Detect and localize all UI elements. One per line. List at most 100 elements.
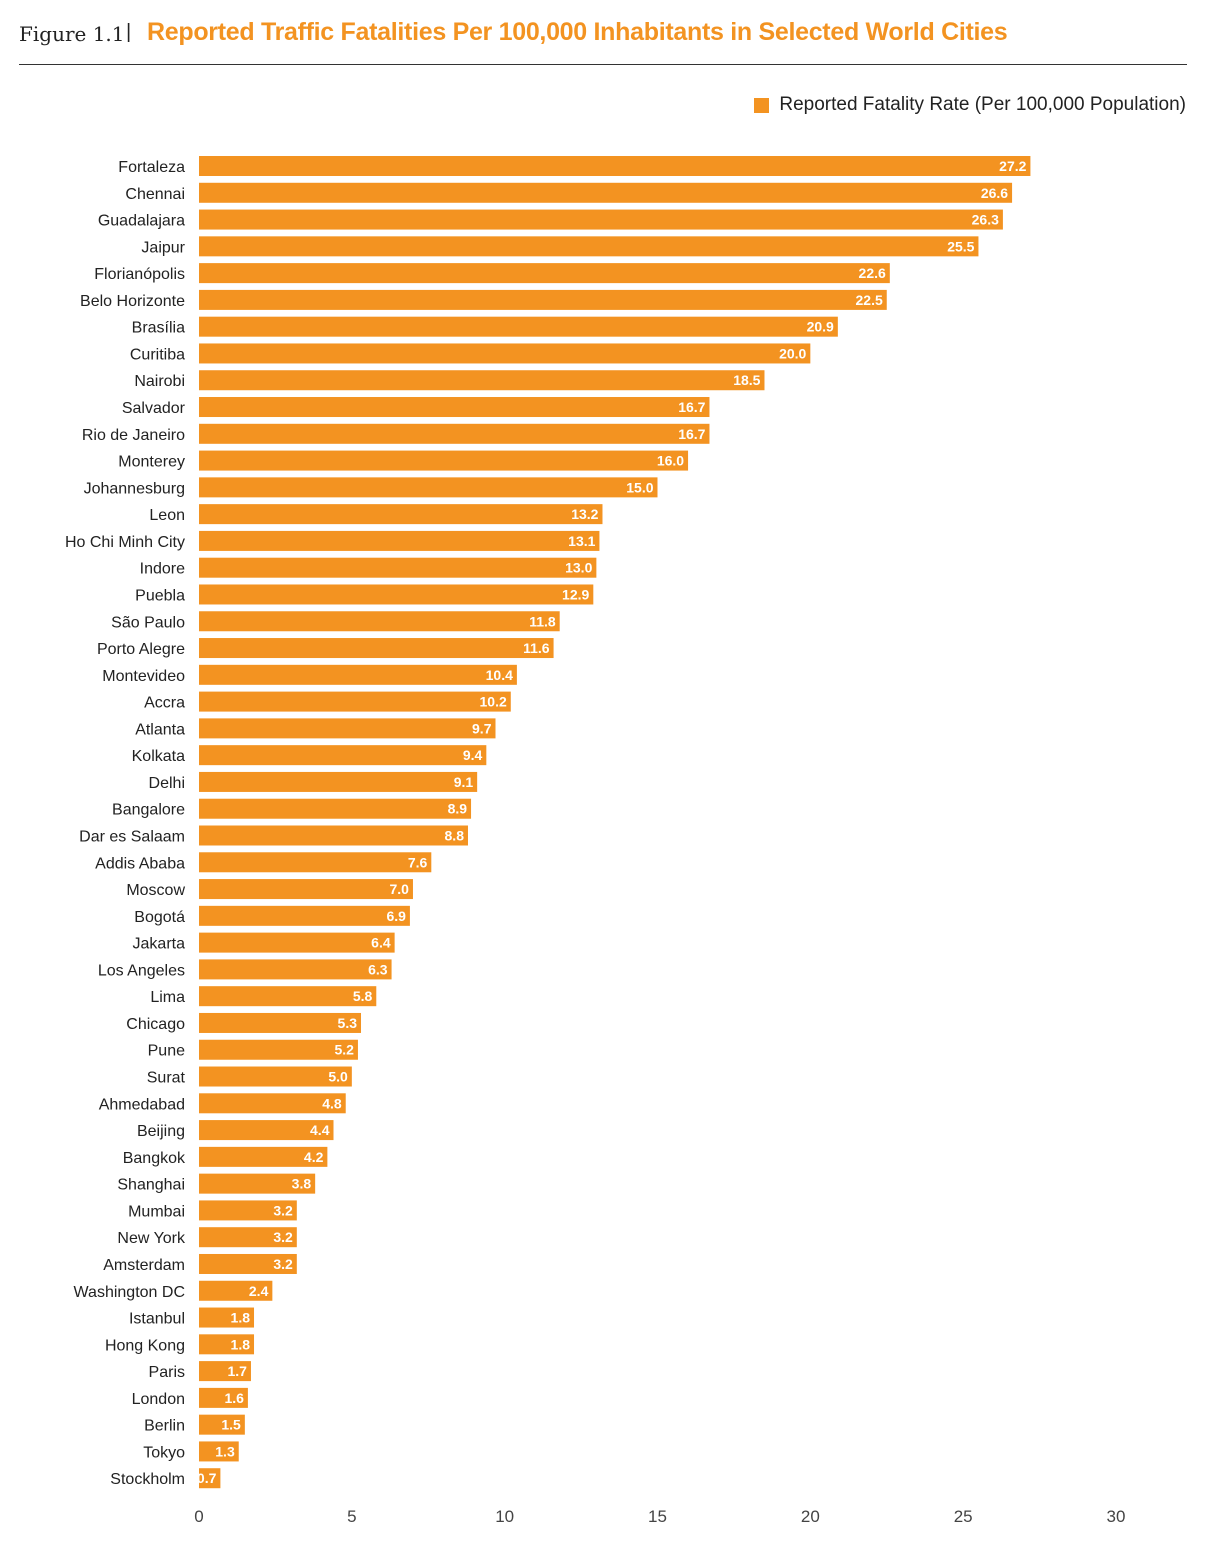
figure-separator: | bbox=[126, 21, 132, 43]
category-label: Chicago bbox=[126, 1016, 185, 1033]
data-label: 8.9 bbox=[448, 801, 468, 817]
data-label: 22.6 bbox=[859, 265, 886, 281]
category-label: Lima bbox=[150, 989, 185, 1006]
bar bbox=[199, 1361, 251, 1382]
data-label: 8.8 bbox=[445, 828, 465, 844]
x-tick-label: 10 bbox=[495, 1507, 514, 1526]
data-label: 20.9 bbox=[807, 319, 834, 335]
data-label: 3.2 bbox=[273, 1256, 293, 1272]
bar bbox=[199, 986, 377, 1007]
category-label: Surat bbox=[147, 1070, 186, 1087]
bar bbox=[199, 1387, 248, 1408]
bar bbox=[199, 530, 600, 551]
data-label: 3.2 bbox=[273, 1229, 293, 1245]
bar bbox=[199, 397, 710, 418]
data-label: 4.2 bbox=[304, 1149, 324, 1165]
category-label: Chennai bbox=[125, 186, 185, 203]
category-label: Shanghai bbox=[117, 1177, 185, 1194]
data-label: 25.5 bbox=[947, 238, 974, 254]
category-label: Johannesburg bbox=[84, 480, 185, 497]
category-label: New York bbox=[117, 1230, 186, 1247]
data-label: 12.9 bbox=[562, 586, 589, 602]
category-label: Monterey bbox=[118, 454, 185, 471]
data-label: 0.7 bbox=[197, 1470, 217, 1486]
figure-label: Figure 1.1 bbox=[19, 22, 125, 46]
chart-title: Reported Traffic Fatalities Per 100,000 … bbox=[147, 18, 1008, 46]
data-label: 16.7 bbox=[678, 426, 705, 442]
data-label: 18.5 bbox=[733, 372, 760, 388]
category-label: Washington DC bbox=[74, 1284, 185, 1301]
bar bbox=[199, 1280, 273, 1301]
category-label: Berlin bbox=[144, 1418, 185, 1435]
bar bbox=[199, 771, 478, 792]
bar bbox=[199, 236, 979, 257]
bar bbox=[199, 1173, 316, 1194]
bar bbox=[199, 1039, 358, 1060]
bar bbox=[199, 504, 603, 525]
bar bbox=[199, 1146, 328, 1167]
category-label: Porto Alegre bbox=[97, 641, 185, 658]
bar bbox=[199, 1334, 255, 1355]
bar bbox=[199, 691, 511, 712]
x-tick-label: 20 bbox=[801, 1507, 820, 1526]
x-tick-label: 0 bbox=[194, 1507, 203, 1526]
bar bbox=[199, 825, 468, 846]
legend-swatch bbox=[754, 97, 770, 113]
bar bbox=[199, 1012, 362, 1033]
bar bbox=[199, 584, 594, 605]
x-tick-label: 25 bbox=[954, 1507, 973, 1526]
data-label: 26.6 bbox=[981, 185, 1008, 201]
data-label: 27.2 bbox=[999, 158, 1026, 174]
bar bbox=[199, 1414, 245, 1435]
category-label: Jakarta bbox=[133, 936, 186, 953]
data-label: 3.8 bbox=[292, 1176, 312, 1192]
data-label: 5.2 bbox=[334, 1042, 354, 1058]
category-label: Accra bbox=[144, 695, 185, 712]
bar bbox=[199, 1200, 297, 1221]
category-label: Belo Horizonte bbox=[80, 293, 185, 310]
category-label: Stockholm bbox=[110, 1471, 185, 1488]
data-label: 11.8 bbox=[529, 613, 556, 629]
bar bbox=[199, 209, 1003, 230]
data-label: 4.4 bbox=[310, 1122, 330, 1138]
bar bbox=[199, 423, 710, 444]
data-label: 9.7 bbox=[472, 720, 492, 736]
bar bbox=[199, 1468, 221, 1489]
category-label: Ahmedabad bbox=[99, 1096, 185, 1113]
data-label: 1.8 bbox=[231, 1310, 251, 1326]
bar bbox=[199, 611, 560, 632]
category-label: Amsterdam bbox=[103, 1257, 185, 1274]
category-label: Salvador bbox=[122, 400, 186, 417]
legend-label: Reported Fatality Rate (Per 100,000 Popu… bbox=[779, 94, 1186, 115]
category-label: Dar es Salaam bbox=[79, 829, 185, 846]
category-label: Moscow bbox=[126, 882, 185, 899]
category-label: São Paulo bbox=[111, 614, 185, 631]
bar bbox=[199, 1307, 255, 1328]
data-label: 5.8 bbox=[353, 988, 373, 1004]
data-label: 3.2 bbox=[273, 1202, 293, 1218]
bar bbox=[199, 932, 395, 953]
data-label: 10.2 bbox=[480, 694, 507, 710]
category-label: Kolkata bbox=[132, 748, 185, 765]
data-label: 4.8 bbox=[322, 1095, 342, 1111]
category-label: Leon bbox=[149, 507, 185, 524]
category-label: Bogotá bbox=[134, 909, 185, 926]
data-label: 6.3 bbox=[368, 961, 388, 977]
category-label: Mumbai bbox=[128, 1203, 185, 1220]
category-label: Atlanta bbox=[135, 721, 185, 738]
category-label: Florianópolis bbox=[94, 266, 185, 283]
bar bbox=[199, 745, 487, 766]
bar bbox=[199, 879, 413, 900]
bar bbox=[199, 477, 658, 498]
data-label: 1.7 bbox=[227, 1363, 247, 1379]
bar bbox=[199, 852, 432, 873]
category-label: Indore bbox=[140, 561, 185, 578]
bar bbox=[199, 638, 554, 659]
bar bbox=[199, 289, 887, 310]
category-label: Istanbul bbox=[129, 1311, 185, 1328]
figure-header: Figure 1.1 | Reported Traffic Fatalities… bbox=[19, 14, 1187, 65]
legend: Reported Fatality Rate (Per 100,000 Popu… bbox=[754, 92, 1186, 118]
bar bbox=[199, 959, 392, 980]
data-label: 1.3 bbox=[215, 1443, 235, 1459]
category-label: Hong Kong bbox=[105, 1337, 185, 1354]
